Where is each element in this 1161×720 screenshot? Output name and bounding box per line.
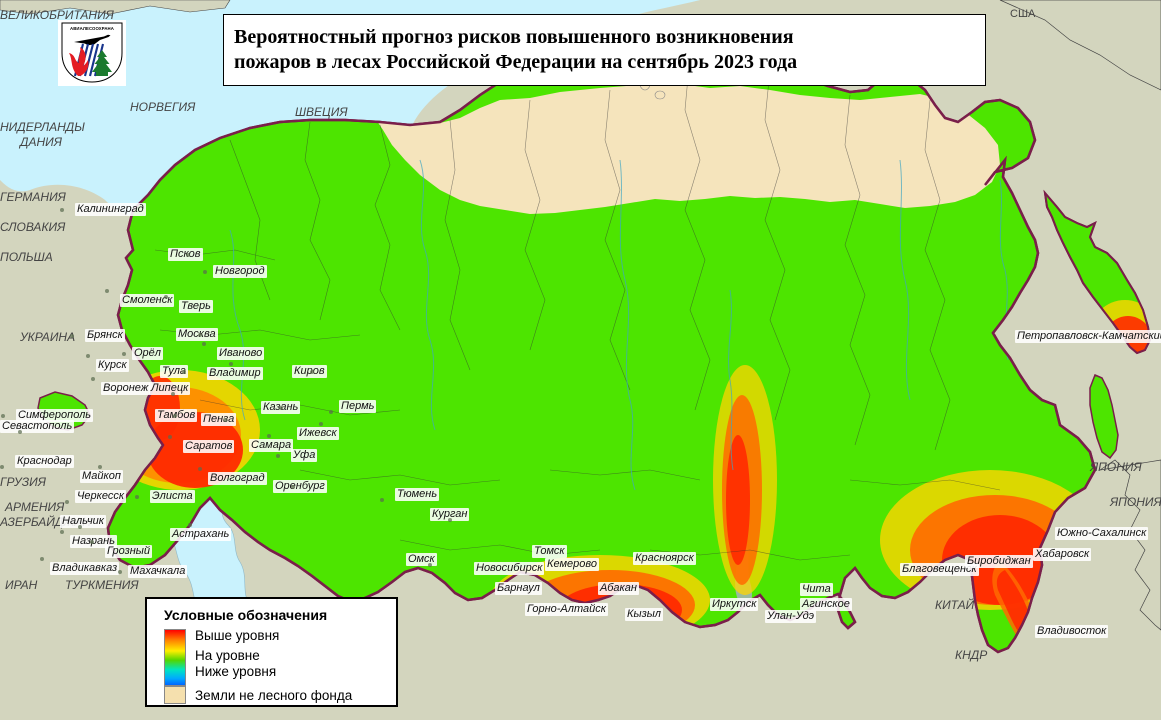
svg-text:АВИАЛЕСООХРАНА: АВИАЛЕСООХРАНА bbox=[70, 26, 114, 31]
